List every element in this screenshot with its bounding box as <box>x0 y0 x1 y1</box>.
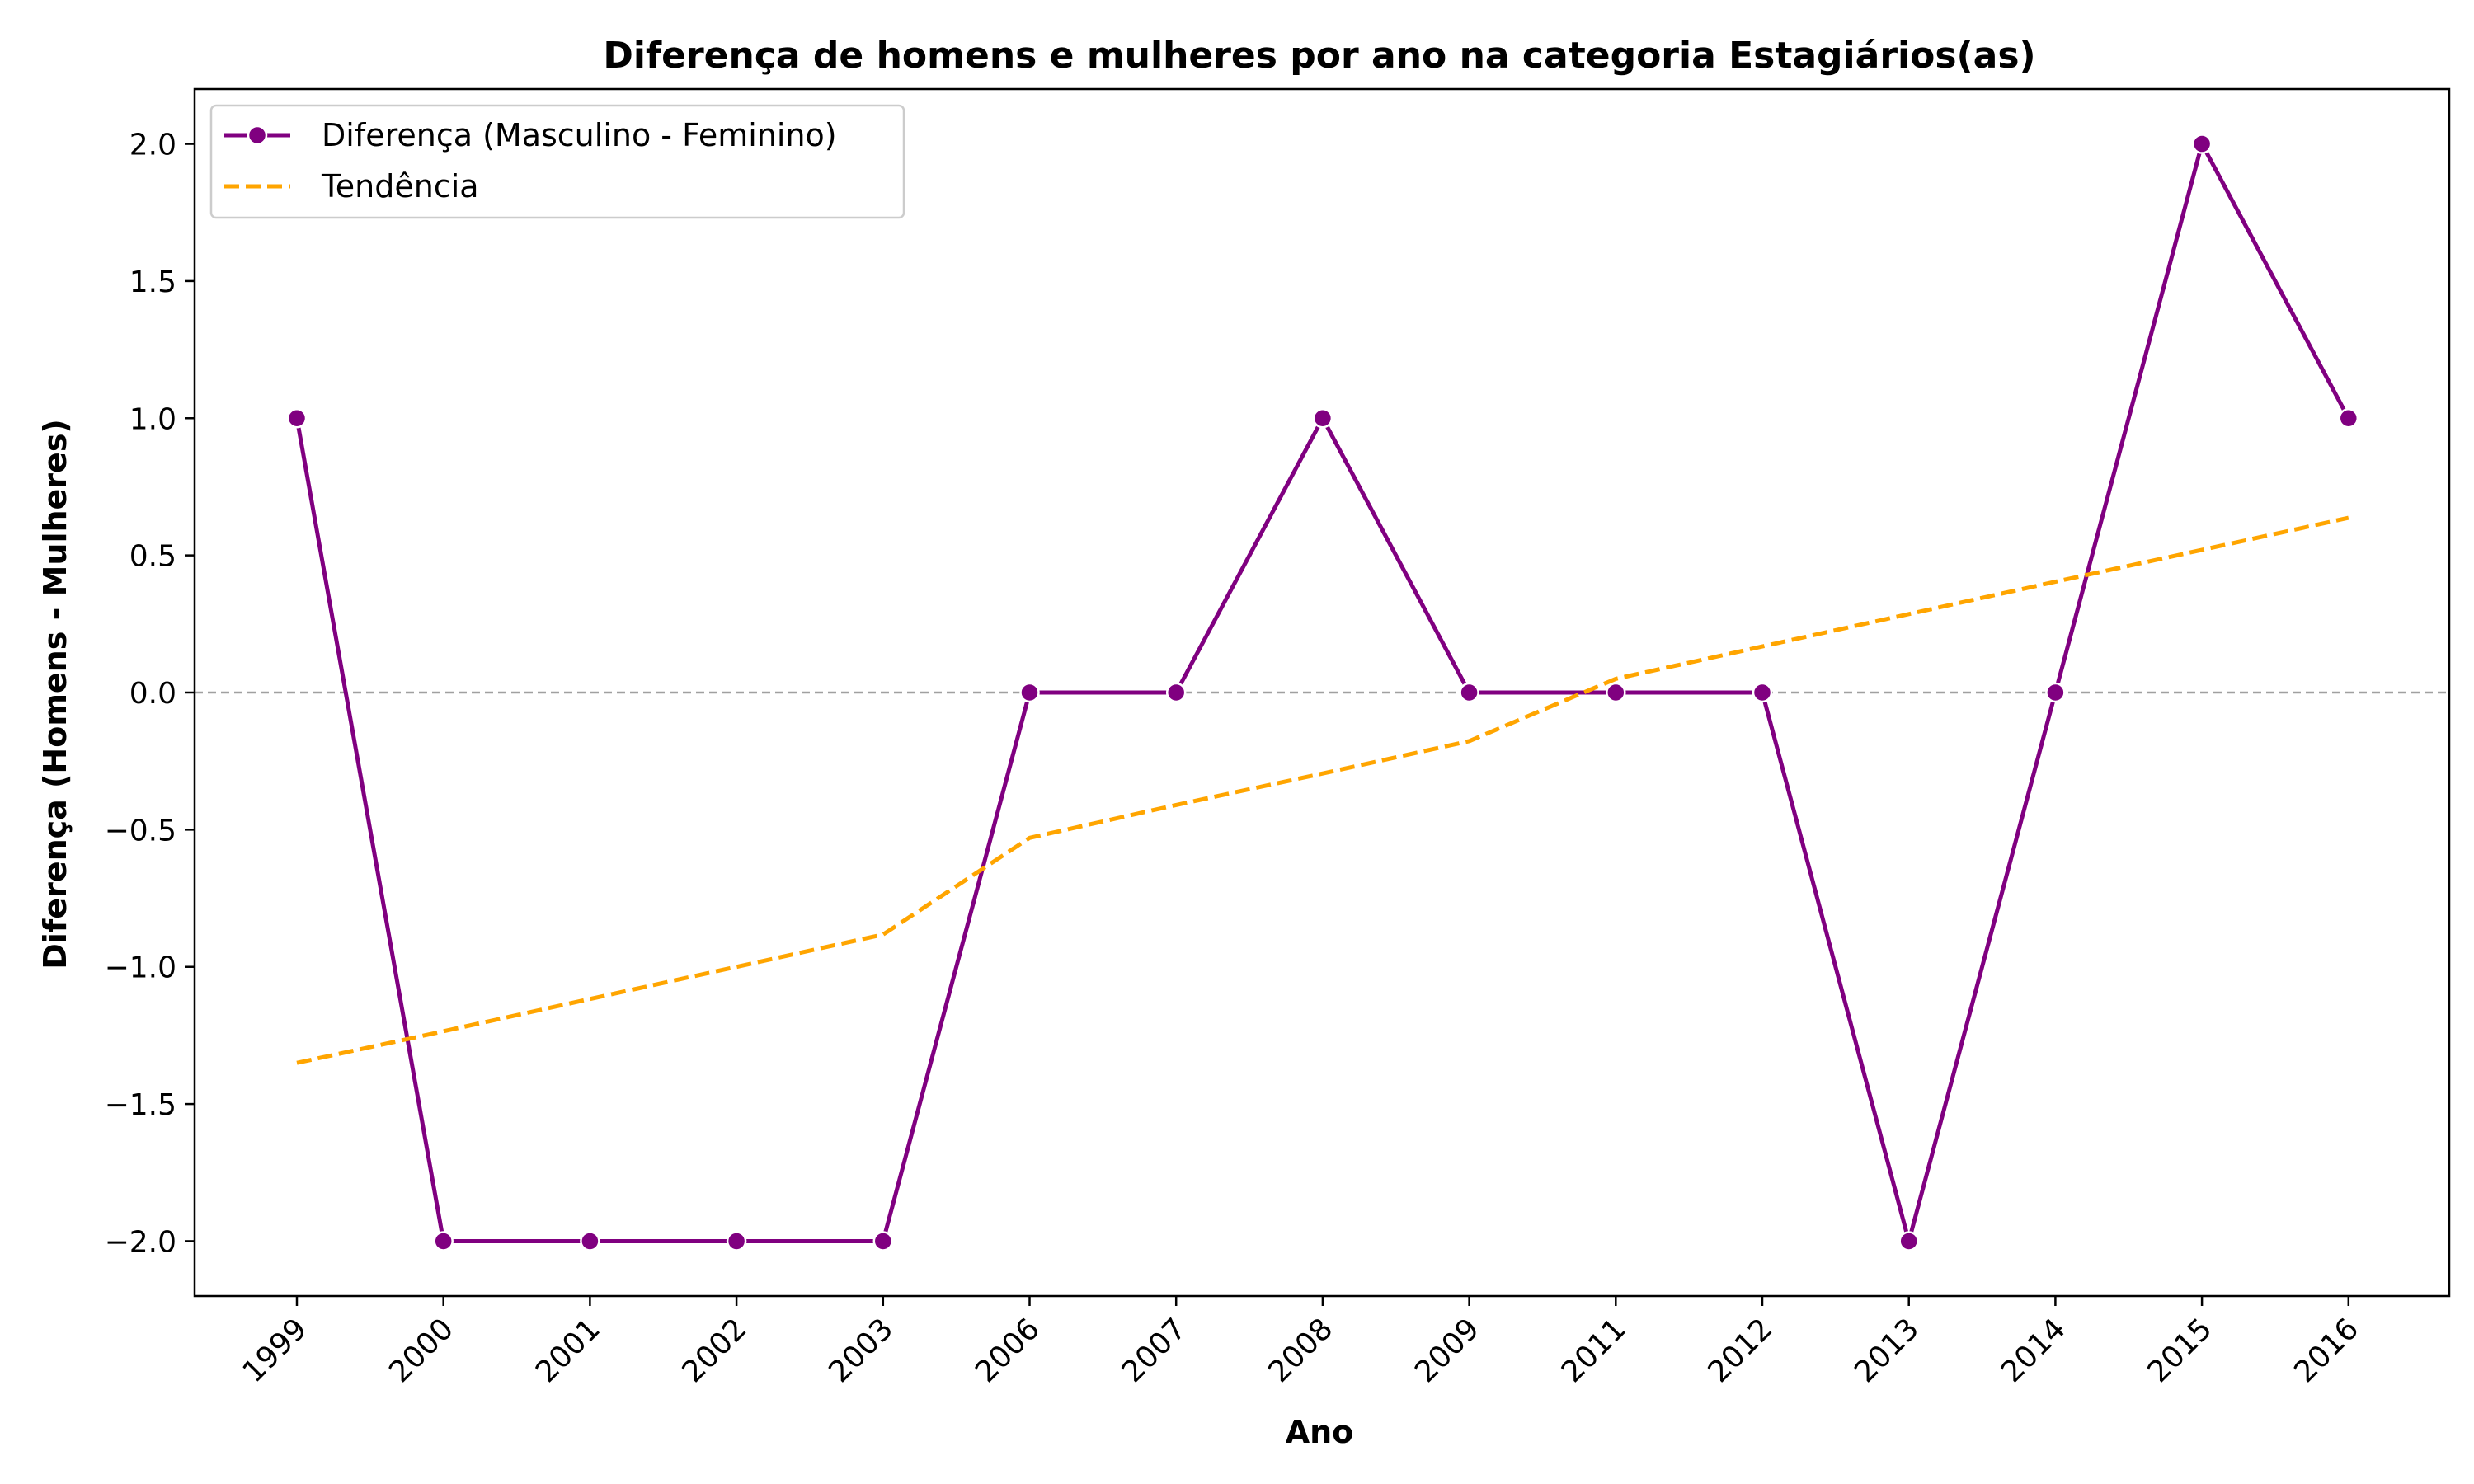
legend-entry-label: Diferença (Masculino - Feminino) <box>322 117 837 153</box>
x-tick-label: 2016 <box>2288 1312 2365 1389</box>
plot-area <box>195 134 2449 1252</box>
data-point <box>1752 682 1773 703</box>
axes: 2.0 1.5 1.0 0.5 0.0 −0.5 −1.0 −1.5 −2.0 1999 2000 2… <box>105 87 2451 1389</box>
data-point <box>1165 682 1187 703</box>
y-tick-label: 0.5 <box>129 540 176 574</box>
x-axis-label: Ano <box>1286 1414 1354 1450</box>
data-point <box>1312 408 1333 429</box>
y-tick-label: 1.5 <box>129 265 176 299</box>
y-tick-label: 1.0 <box>129 402 176 436</box>
x-tick-label: 2012 <box>1702 1312 1780 1389</box>
x-tick-label: 2014 <box>1995 1312 2072 1389</box>
x-tick-label: 2002 <box>676 1312 754 1389</box>
x-tick-label: 2015 <box>2142 1312 2219 1389</box>
x-tick-label: 2001 <box>529 1312 607 1389</box>
data-point <box>1898 1231 1919 1252</box>
data-point <box>1459 682 1479 703</box>
data-point <box>872 1231 894 1252</box>
x-tick-label: 2006 <box>969 1312 1047 1389</box>
y-tick-label: −1.0 <box>105 951 176 985</box>
x-tick-label: 2011 <box>1555 1312 1633 1389</box>
data-point <box>2045 682 2066 703</box>
y-tick-label: −0.5 <box>105 814 176 848</box>
x-tick-label: 2003 <box>822 1312 900 1389</box>
legend-box <box>209 104 905 219</box>
legend-swatch-marker <box>247 124 268 146</box>
data-point <box>2191 134 2213 154</box>
y-tick-label: −1.5 <box>105 1088 176 1122</box>
series-line-1 <box>296 515 2349 1065</box>
legend: Diferença (Masculino - Feminino) Tendênci… <box>209 104 905 219</box>
y-tick-label: 0.0 <box>129 677 176 711</box>
y-tick-label: 2.0 <box>129 129 176 162</box>
y-axis-label: Diferença (Homens - Mulheres) <box>37 419 73 970</box>
data-point <box>580 1231 600 1252</box>
legend-entry-label: Tendência <box>321 168 479 204</box>
x-tick-label: 1999 <box>237 1312 314 1389</box>
x-tick-label: 2007 <box>1116 1312 1193 1389</box>
data-point <box>433 1231 454 1252</box>
data-point <box>1019 682 1040 703</box>
data-point <box>726 1231 747 1252</box>
x-tick-label: 2009 <box>1409 1312 1486 1389</box>
x-tick-label: 2013 <box>1848 1312 1926 1389</box>
chart-title: Diferença de homens e mulheres por ano n… <box>603 35 2035 77</box>
y-tick-label: −2.0 <box>105 1225 176 1259</box>
data-point <box>2338 408 2359 429</box>
x-tick-label: 2008 <box>1262 1312 1339 1389</box>
data-point <box>1606 682 1626 703</box>
x-tick-label: 2000 <box>383 1312 460 1389</box>
data-point <box>286 408 308 429</box>
